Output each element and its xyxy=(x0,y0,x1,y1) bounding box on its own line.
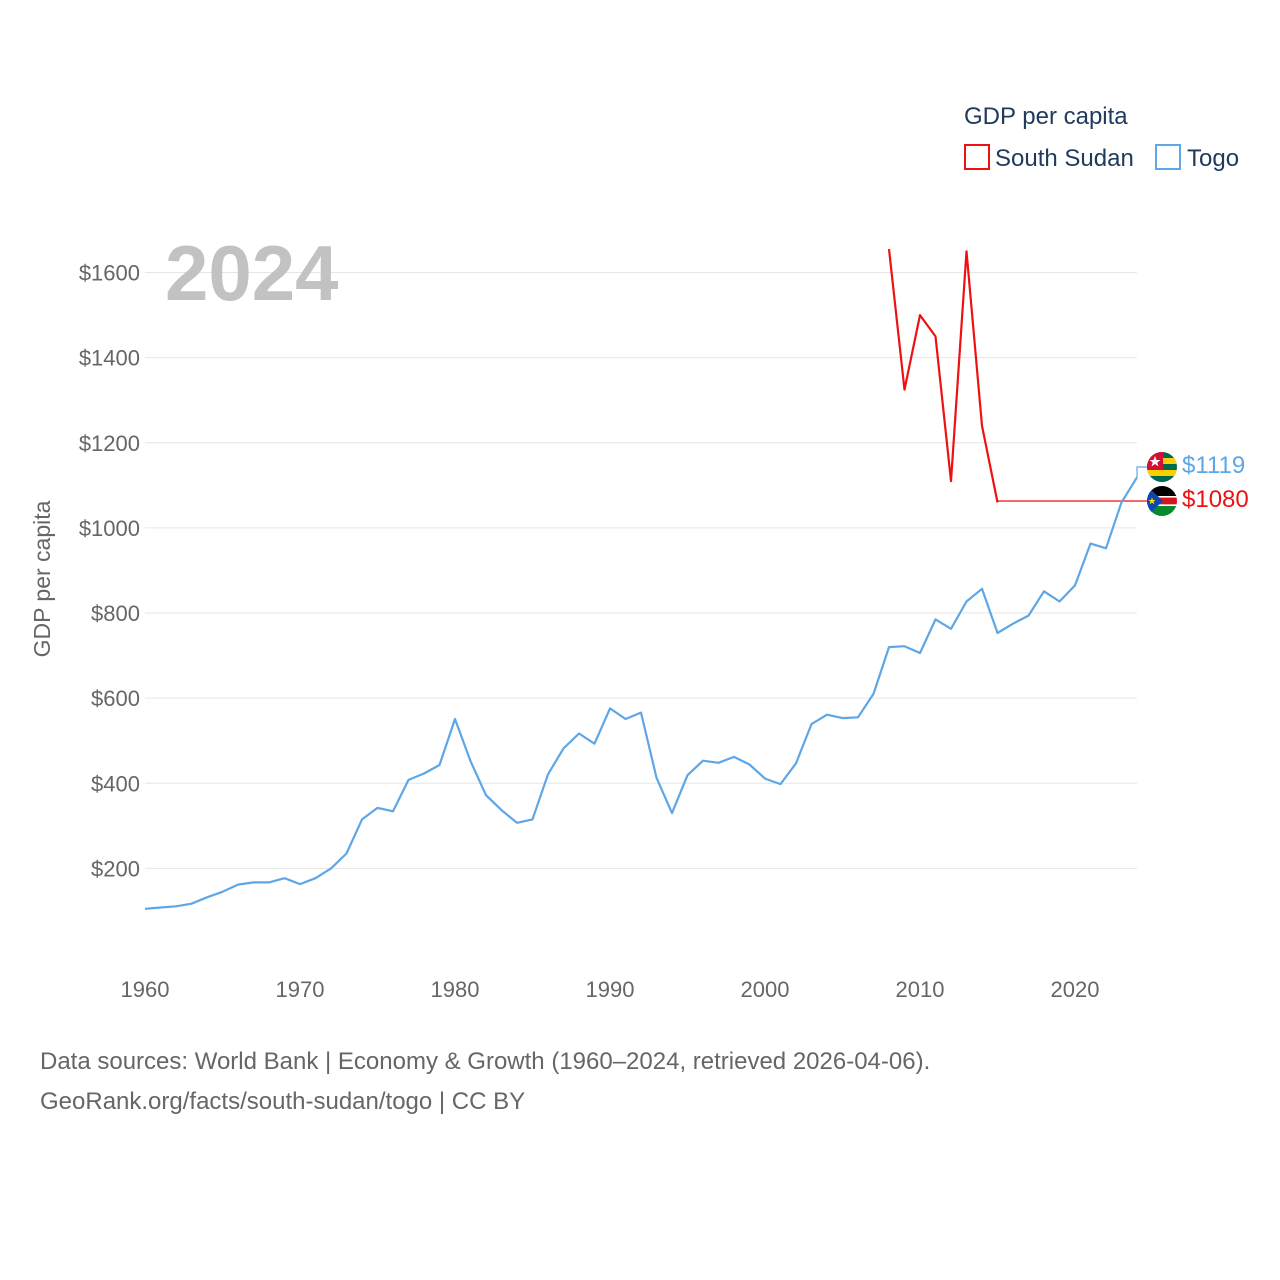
y-tick-label: $1000 xyxy=(79,516,140,541)
source-line-1: Data sources: World Bank | Economy & Gro… xyxy=(40,1048,931,1075)
legend-title: GDP per capita xyxy=(964,103,1128,130)
y-axis-ticks: $200 $400 $600 $800 $1000 $1200 $1400 $1600 xyxy=(79,261,140,882)
series-line-togo[interactable] xyxy=(144,476,1138,910)
x-axis-ticks: 1960 1970 1980 1990 2000 2010 2020 xyxy=(121,977,1100,1002)
south-sudan-flag-icon xyxy=(1147,486,1177,516)
y-tick-label: $1200 xyxy=(79,431,140,456)
legend-item-south-sudan[interactable]: South Sudan xyxy=(964,144,1134,172)
y-tick-label: $1400 xyxy=(79,346,140,371)
legend-swatch-south-sudan xyxy=(964,144,990,170)
year-label: 2024 xyxy=(165,229,339,317)
y-tick-label: $800 xyxy=(91,601,140,626)
y-tick-label: $1600 xyxy=(79,261,140,286)
x-tick-label: 2020 xyxy=(1051,977,1100,1002)
legend-swatch-togo xyxy=(1155,144,1181,170)
x-tick-label: 1990 xyxy=(586,977,635,1002)
togo-flag-icon xyxy=(1147,452,1177,482)
source-note: Data sources: World Bank | Economy & Gro… xyxy=(40,1042,930,1122)
series-line-south-sudan[interactable] xyxy=(887,248,999,503)
togo-end-label: $1119 xyxy=(1182,452,1245,479)
x-tick-label: 1960 xyxy=(121,977,170,1002)
y-tick-label: $600 xyxy=(91,686,140,711)
south-sudan-end-label: $1080 xyxy=(1182,486,1249,513)
x-tick-label: 1980 xyxy=(431,977,480,1002)
series-layer xyxy=(144,248,1147,910)
legend: GDP per capita South Sudan Togo xyxy=(964,103,1239,172)
y-tick-label: $400 xyxy=(91,771,140,796)
x-tick-label: 2010 xyxy=(896,977,945,1002)
gridlines xyxy=(145,272,1137,869)
legend-label-south-sudan: South Sudan xyxy=(995,145,1134,172)
end-connector-togo xyxy=(1136,466,1147,478)
end-connector-south-sudan xyxy=(996,500,1147,503)
x-tick-label: 2000 xyxy=(741,977,790,1002)
x-tick-label: 1970 xyxy=(276,977,325,1002)
y-tick-label: $200 xyxy=(91,856,140,881)
legend-label-togo: Togo xyxy=(1187,145,1239,172)
legend-item-togo[interactable]: Togo xyxy=(1155,144,1239,172)
source-line-2[interactable]: GeoRank.org/facts/south-sudan/togo | CC … xyxy=(40,1088,526,1115)
y-axis-title: GDP per capita xyxy=(29,500,55,657)
